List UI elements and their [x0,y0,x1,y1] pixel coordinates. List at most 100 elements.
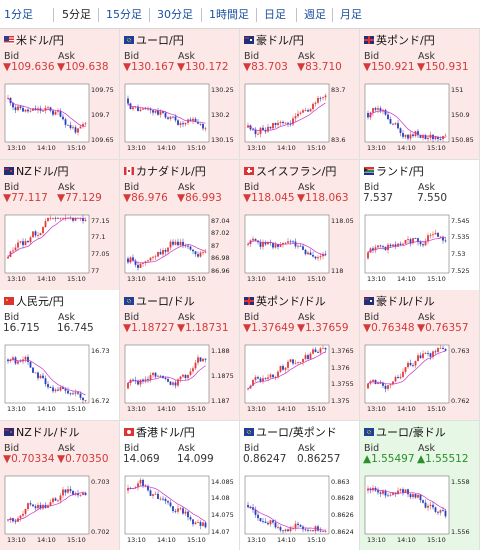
mini-chart[interactable]: 1.3765 1.376 1.3755 1.375 13:10 14:10 15:10 [243,342,357,416]
rate-panel: ユーロ/英ポンド Bid Ask 0.86247 0.86257 0.863 0.8628 0… [240,420,360,550]
tab-5[interactable]: 日足 [264,8,286,21]
x-tick-label: 14:10 [397,274,416,283]
candle-body [292,240,294,242]
pair-title-link[interactable]: スイスフラン/円 [244,165,336,179]
plot-area [4,83,90,143]
moving-average-line [367,110,446,139]
moving-average-line [247,240,326,256]
mini-chart[interactable]: 0.703 0.702 13:10 14:10 15:10 [3,473,117,547]
pair-title-link[interactable]: 米ドル/円 [4,34,64,48]
candle-body [302,245,304,250]
candle-body [419,494,422,500]
y-tick-label: 1.376 [331,363,350,372]
candle-body [34,372,37,374]
mini-chart[interactable]: 16.73 16.72 13:10 14:10 15:10 [3,342,117,416]
candle-body [422,499,424,503]
candlestick-chart [124,344,210,404]
bid-label: Bid [4,181,20,193]
candle-body [79,494,82,496]
candle-body [259,241,262,247]
candle-body [174,510,177,512]
pair-title-link[interactable]: NZドル/円 [4,165,68,179]
mini-chart[interactable]: 7.545 7.535 7.53 7.525 13:10 14:10 15:10 [363,212,477,286]
pair-title-link[interactable]: 豪ドル/円 [244,34,304,48]
candle-body [267,241,269,244]
candle-body [297,113,299,117]
candle-body [382,382,384,386]
mini-chart[interactable]: 0.863 0.8628 0.8626 0.8624 13:10 14:10 15:10 [243,473,357,547]
pair-title-link[interactable]: NZドル/ドル [4,426,79,440]
za-flag-icon [364,166,374,175]
candle-body [317,256,319,258]
bid-label: Bid [364,51,380,62]
pair-title-link[interactable]: 香港ドル/円 [124,426,195,440]
mini-chart[interactable]: 87.04 87.02 87 86.98 86.96 13:10 14:10 15:10 [123,212,237,286]
candle-body [69,125,72,129]
bid-value: ▼77.117 [3,191,48,204]
x-tick-label: 15:10 [187,144,206,152]
pair-title-link[interactable]: ユーロ/英ポンド [244,426,337,440]
candle-body [62,387,64,389]
candle-body [54,497,57,501]
pair-title-link[interactable]: ランド/円 [364,165,424,179]
mini-chart[interactable]: 14.085 14.08 14.075 14.07 13:10 14:10 15:10 [123,473,237,547]
candle-body [442,347,444,349]
mini-chart[interactable]: 130.25 130.2 130.15 13:10 14:10 15:10 [123,81,237,155]
ask-label: Ask [58,181,75,193]
tab-0[interactable]: 1分足 [4,8,33,21]
mini-chart[interactable]: 0.763 0.762 13:10 14:10 15:10 [363,342,477,416]
y-tick-label: 130.2 [211,111,230,119]
pair-title-link[interactable]: カナダドル/円 [124,165,206,179]
pair-title-link[interactable]: ユーロ/ドル [124,295,195,309]
tab-2[interactable]: 15分足 [106,8,142,21]
mini-chart[interactable]: 151 150.9 150.85 13:10 14:10 15:10 [363,81,477,155]
candle-body [322,347,324,349]
candle-body [32,230,34,237]
candle-body [439,509,442,513]
candle-body [392,123,394,125]
ask-value: ▼109.638 [57,61,109,73]
candle-body [424,241,427,245]
tab-6[interactable]: 週足 [304,8,326,21]
candle-body [254,238,257,241]
plot-area [4,475,90,534]
pair-title-link[interactable]: 人民元/円 [4,295,64,309]
pair-title-link[interactable]: 英ポンド/円 [364,34,435,48]
mini-chart[interactable]: 1.558 1.556 13:10 14:10 15:10 [363,473,477,547]
candle-body [147,379,149,381]
pair-title-link[interactable]: 英ポンド/ドル [244,295,326,309]
candle-body [297,362,299,363]
eu-flag-icon [364,427,374,436]
tab-1[interactable]: 5分足 [62,8,91,21]
x-tick-label: 13:10 [247,144,266,152]
tab-7[interactable]: 月足 [340,8,362,21]
candle-body [159,498,162,499]
mini-chart[interactable]: 109.75 109.7 109.65 13:10 14:10 15:10 [3,81,117,155]
candle-body [27,240,29,242]
mini-chart[interactable]: 1.188 1.1875 1.187 13:10 14:10 15:10 [123,342,237,416]
candle-body [284,242,287,244]
mini-chart[interactable]: 83.7 83.6 13:10 14:10 15:10 [243,81,357,155]
tab-4[interactable]: 1時間足 [209,8,249,21]
x-tick-label: 15:10 [427,274,446,283]
y-tick-label: 151 [451,86,464,94]
x-tick-label: 15:10 [427,144,446,152]
candle-body [382,109,384,111]
pair-title-link[interactable]: ユーロ/豪ドル [364,426,446,440]
mini-chart[interactable]: 77.15 77.1 77.05 77 13:10 14:10 15:10 [3,212,117,286]
x-tick-label: 15:10 [307,405,326,413]
candle-body [374,246,377,250]
candle-body [162,498,164,499]
mini-chart[interactable]: 118.05 118 13:10 14:10 15:10 [243,212,357,286]
candle-body [289,240,292,242]
candle-body [167,500,169,503]
candle-body [434,136,437,140]
candle-body [252,238,254,240]
candle-body [379,491,382,494]
rate-panel: NZドル/ドル Bid Ask ▼0.70334 ▼0.70350 0.703 0.702 1… [0,420,120,550]
pair-title-link[interactable]: 豪ドル/ドル [364,295,435,309]
candle-body [294,523,297,528]
pair-title-link[interactable]: ユーロ/円 [124,34,184,48]
candle-body [437,232,439,237]
tab-3[interactable]: 30分足 [157,8,193,21]
